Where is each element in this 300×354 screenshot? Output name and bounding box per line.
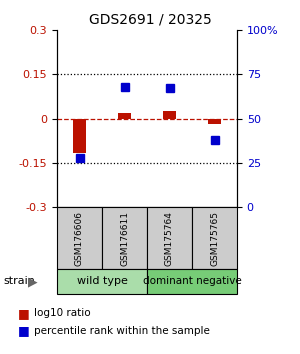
Bar	[57, 207, 102, 269]
Bar	[192, 207, 237, 269]
Bar	[147, 207, 192, 269]
Bar	[73, 119, 86, 153]
Text: ■: ■	[18, 325, 30, 337]
Text: GSM175765: GSM175765	[210, 211, 219, 266]
Text: percentile rank within the sample: percentile rank within the sample	[34, 326, 210, 336]
Text: ▶: ▶	[28, 275, 38, 288]
Text: ■: ■	[18, 307, 30, 320]
Text: GSM176611: GSM176611	[120, 211, 129, 266]
Text: GSM176606: GSM176606	[75, 211, 84, 266]
Bar	[163, 111, 176, 119]
Bar	[208, 119, 221, 125]
Text: GDS2691 / 20325: GDS2691 / 20325	[88, 12, 212, 27]
Text: dominant negative: dominant negative	[142, 276, 242, 286]
Bar	[118, 113, 131, 119]
Text: wild type: wild type	[76, 276, 128, 286]
Bar	[102, 207, 147, 269]
Text: GSM175764: GSM175764	[165, 211, 174, 266]
Text: strain: strain	[3, 276, 35, 286]
Bar	[147, 269, 237, 294]
Bar	[57, 269, 147, 294]
Text: log10 ratio: log10 ratio	[34, 308, 91, 318]
